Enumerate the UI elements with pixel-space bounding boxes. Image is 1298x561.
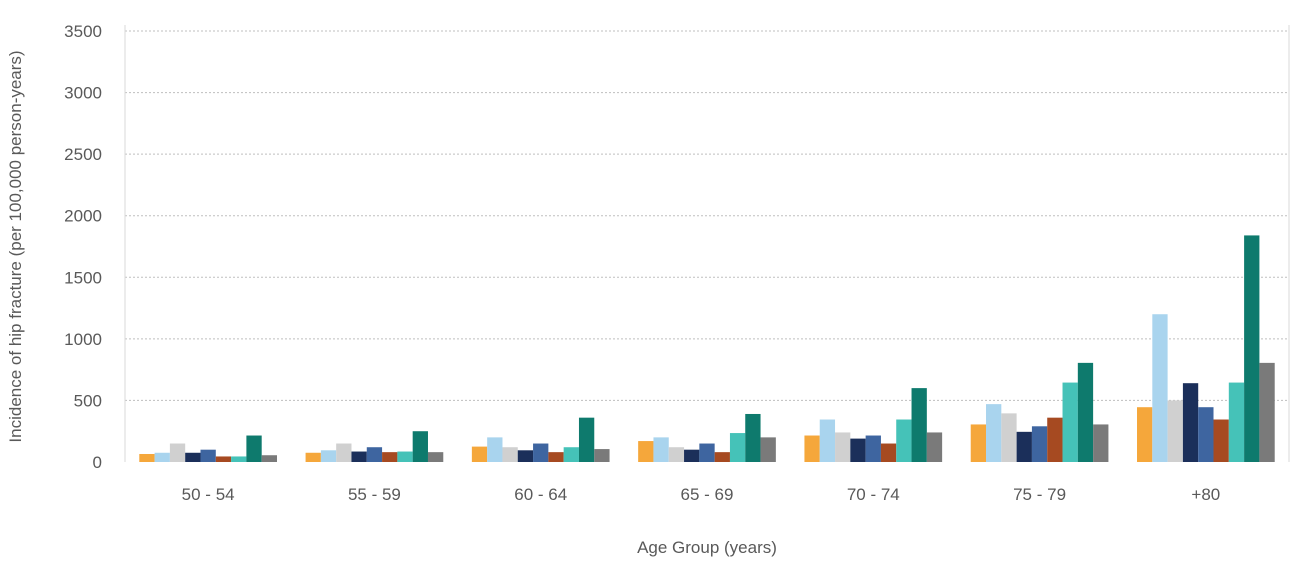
bar [1244, 235, 1260, 462]
bar [471, 446, 488, 462]
bar [1152, 314, 1168, 462]
bar [745, 413, 761, 462]
bar [1137, 407, 1153, 462]
bar [397, 451, 413, 462]
bar [850, 438, 866, 462]
bar [638, 441, 654, 462]
y-tick-label: 500 [74, 391, 102, 410]
y-axis-ticks: 0 500 1000 1500 2000 2500 3000 3500 [64, 22, 102, 472]
bar [1167, 400, 1183, 462]
bar [1228, 382, 1245, 462]
bar [729, 433, 746, 462]
bar [382, 452, 398, 462]
bar [970, 424, 987, 462]
bar [139, 453, 155, 462]
bar [215, 456, 232, 462]
bar [1001, 413, 1017, 462]
bar [1213, 419, 1229, 462]
bar [320, 450, 337, 462]
bar [185, 452, 201, 462]
bar [533, 443, 549, 462]
bar [366, 447, 383, 462]
bar [653, 437, 669, 462]
x-axis-ticks: 50 - 54 55 - 59 60 - 64 65 - 69 70 - 74 75 - … [182, 485, 1221, 504]
bar [1016, 431, 1032, 462]
x-axis-title: Age Group (years) [637, 538, 777, 557]
y-axis-title: Incidence of hip fracture (per 100,000 p… [6, 50, 25, 442]
bar [412, 431, 428, 462]
bar [684, 449, 700, 462]
y-tick-label: 0 [93, 453, 102, 472]
bar [1093, 424, 1109, 462]
bar [1198, 407, 1214, 462]
x-tick-label: 70 - 74 [847, 485, 900, 504]
bar [699, 443, 715, 462]
y-tick-label: 1000 [64, 330, 102, 349]
bar [578, 417, 595, 462]
bar [154, 452, 170, 462]
bar [804, 435, 820, 462]
bar [200, 449, 216, 462]
bar [231, 456, 247, 462]
bar [1031, 426, 1048, 462]
bar [1182, 383, 1199, 462]
bar [502, 447, 518, 462]
bar [896, 419, 912, 462]
bar [1047, 417, 1063, 462]
bar [1259, 362, 1275, 462]
bar [487, 437, 503, 462]
bar [926, 432, 943, 462]
bar [911, 388, 927, 462]
gridlines [125, 30, 1289, 401]
bar [548, 452, 564, 462]
bar [427, 452, 444, 462]
bar [351, 451, 367, 462]
bar [246, 435, 262, 462]
x-tick-label: 50 - 54 [182, 485, 235, 504]
x-tick-label: 75 - 79 [1013, 485, 1066, 504]
bar [563, 447, 579, 462]
bar [336, 443, 352, 462]
x-tick-label: 65 - 69 [681, 485, 734, 504]
y-tick-label: 2500 [64, 145, 102, 164]
bar [668, 447, 685, 462]
x-tick-label: +80 [1191, 485, 1220, 504]
bar [865, 435, 881, 462]
bar [714, 452, 730, 462]
bar [305, 452, 321, 462]
bar [517, 450, 534, 462]
y-tick-label: 3000 [64, 84, 102, 103]
bars [139, 235, 1275, 462]
bar [835, 432, 851, 462]
bar [880, 443, 897, 462]
bar [1062, 382, 1078, 462]
bar [594, 449, 610, 462]
y-tick-label: 2000 [64, 207, 102, 226]
bar [819, 419, 836, 462]
bar [760, 437, 776, 462]
y-tick-label: 1500 [64, 268, 102, 287]
x-tick-label: 60 - 64 [514, 485, 567, 504]
y-tick-label: 3500 [64, 22, 102, 41]
bar [261, 455, 277, 462]
bar [169, 443, 186, 462]
x-tick-label: 55 - 59 [348, 485, 401, 504]
bar [1077, 362, 1094, 462]
bar [986, 404, 1002, 462]
